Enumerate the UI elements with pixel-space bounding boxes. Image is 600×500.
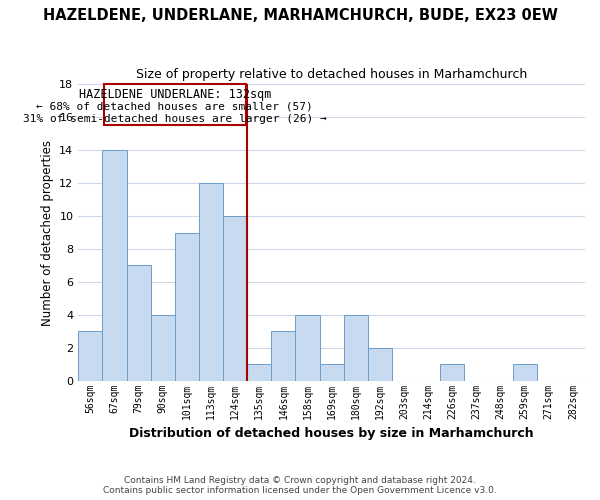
Text: ← 68% of detached houses are smaller (57): ← 68% of detached houses are smaller (57… [37, 102, 313, 112]
Bar [79, 332, 103, 380]
Y-axis label: Number of detached properties: Number of detached properties [41, 140, 54, 326]
Text: Contains HM Land Registry data © Crown copyright and database right 2024.
Contai: Contains HM Land Registry data © Crown c… [103, 476, 497, 495]
Title: Size of property relative to detached houses in Marhamchurch: Size of property relative to detached ho… [136, 68, 527, 80]
Text: 31% of semi-detached houses are larger (26) →: 31% of semi-detached houses are larger (… [23, 114, 326, 124]
Bar [151, 315, 175, 380]
FancyBboxPatch shape [104, 84, 246, 125]
Bar [368, 348, 392, 380]
Bar [175, 232, 199, 380]
Bar [247, 364, 271, 380]
Bar [440, 364, 464, 380]
Bar [223, 216, 247, 380]
Bar [103, 150, 127, 380]
Bar [199, 183, 223, 380]
Bar [295, 315, 320, 380]
Text: HAZELDENE UNDERLANE: 132sqm: HAZELDENE UNDERLANE: 132sqm [79, 88, 271, 101]
X-axis label: Distribution of detached houses by size in Marhamchurch: Distribution of detached houses by size … [130, 427, 534, 440]
Bar [344, 315, 368, 380]
Bar [512, 364, 537, 380]
Text: HAZELDENE, UNDERLANE, MARHAMCHURCH, BUDE, EX23 0EW: HAZELDENE, UNDERLANE, MARHAMCHURCH, BUDE… [43, 8, 557, 22]
Bar [320, 364, 344, 380]
Bar [127, 266, 151, 380]
Bar [271, 332, 295, 380]
